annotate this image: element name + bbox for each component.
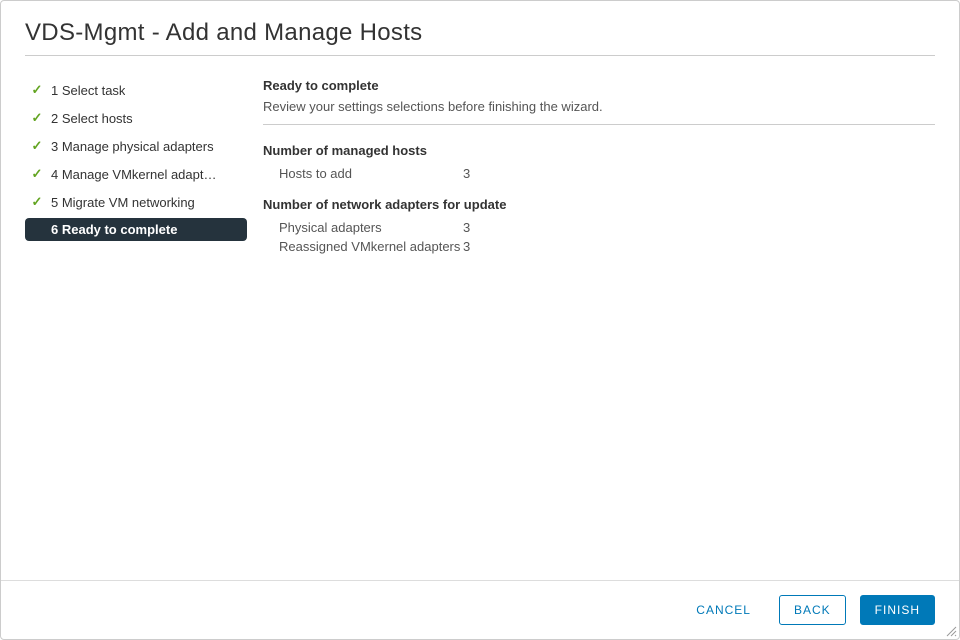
wizard-step-label: 1 Select task bbox=[51, 83, 125, 98]
summary-row-value: 3 bbox=[463, 166, 935, 181]
wizard-step-ready-to-complete[interactable]: 6 Ready to complete bbox=[25, 218, 247, 241]
finish-button[interactable]: FINISH bbox=[860, 595, 935, 625]
summary-row-hosts-to-add: Hosts to add 3 bbox=[263, 164, 935, 183]
summary-row-label: Hosts to add bbox=[263, 166, 463, 181]
dialog-body: ✓ 1 Select task ✓ 2 Select hosts ✓ 3 Man… bbox=[1, 64, 959, 580]
wizard-step-manage-vmkernel-adapters[interactable]: ✓ 4 Manage VMkernel adapt… bbox=[25, 162, 247, 186]
summary-row-label: Physical adapters bbox=[263, 220, 463, 235]
wizard-step-label: 6 Ready to complete bbox=[51, 222, 177, 237]
wizard-content: Ready to complete Review your settings s… bbox=[247, 78, 935, 580]
wizard-dialog: VDS-Mgmt - Add and Manage Hosts ✓ 1 Sele… bbox=[0, 0, 960, 640]
wizard-step-label: 2 Select hosts bbox=[51, 111, 133, 126]
dialog-title: VDS-Mgmt - Add and Manage Hosts bbox=[25, 19, 935, 56]
dialog-header: VDS-Mgmt - Add and Manage Hosts bbox=[1, 1, 959, 64]
check-icon: ✓ bbox=[29, 82, 45, 98]
cancel-button[interactable]: CANCEL bbox=[682, 596, 765, 624]
wizard-step-select-task[interactable]: ✓ 1 Select task bbox=[25, 78, 247, 102]
wizard-step-label: 5 Migrate VM networking bbox=[51, 195, 195, 210]
check-icon: ✓ bbox=[29, 166, 45, 182]
dialog-footer: CANCEL BACK FINISH bbox=[1, 580, 959, 639]
group-managed-hosts-title: Number of managed hosts bbox=[263, 143, 935, 158]
summary-row-value: 3 bbox=[463, 239, 935, 254]
check-icon: ✓ bbox=[29, 194, 45, 210]
check-icon: ✓ bbox=[29, 110, 45, 126]
content-heading: Ready to complete bbox=[263, 78, 935, 93]
wizard-steps-sidebar: ✓ 1 Select task ✓ 2 Select hosts ✓ 3 Man… bbox=[25, 78, 247, 580]
wizard-step-migrate-vm-networking[interactable]: ✓ 5 Migrate VM networking bbox=[25, 190, 247, 214]
summary-row-physical-adapters: Physical adapters 3 bbox=[263, 218, 935, 237]
content-subheading: Review your settings selections before f… bbox=[263, 99, 935, 125]
wizard-step-manage-physical-adapters[interactable]: ✓ 3 Manage physical adapters bbox=[25, 134, 247, 158]
summary-row-reassigned-vmkernel-adapters: Reassigned VMkernel adapters 3 bbox=[263, 237, 935, 256]
wizard-step-select-hosts[interactable]: ✓ 2 Select hosts bbox=[25, 106, 247, 130]
summary-row-value: 3 bbox=[463, 220, 935, 235]
wizard-step-label: 4 Manage VMkernel adapt… bbox=[51, 167, 216, 182]
summary-row-label: Reassigned VMkernel adapters bbox=[263, 239, 463, 254]
wizard-step-label: 3 Manage physical adapters bbox=[51, 139, 214, 154]
group-network-adapters-title: Number of network adapters for update bbox=[263, 197, 935, 212]
back-button[interactable]: BACK bbox=[779, 595, 846, 625]
check-icon: ✓ bbox=[29, 138, 45, 154]
